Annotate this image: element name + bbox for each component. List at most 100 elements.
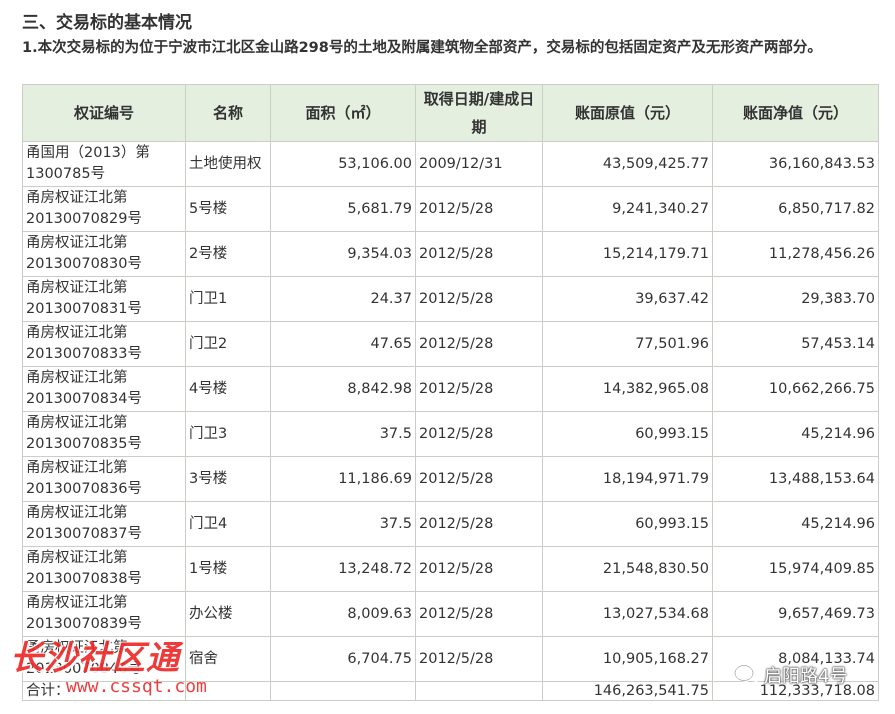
table-total-row: 合计： 146,263,541.75 112,333,718.08: [22, 681, 879, 701]
cell-net-value: 45,214.96: [712, 501, 879, 547]
cell-original-value: 13,027,534.68: [542, 591, 713, 637]
cell-area: 13,248.72: [270, 546, 416, 592]
cell-original-value: 39,637.42: [542, 276, 713, 322]
cell-name: 办公楼: [185, 591, 271, 637]
header-original-value: 账面原值（元）: [542, 84, 713, 142]
header-cert-number: 权证编号: [22, 84, 186, 142]
cell-date: 2012/5/28: [415, 366, 543, 412]
total-empty-cell: [270, 681, 416, 701]
cell-net-value: 13,488,153.64: [712, 456, 879, 502]
cell-area: 5,681.79: [270, 186, 416, 232]
cell-cert-number: 甬房权证江北第20130070833号: [22, 321, 186, 367]
cell-original-value: 9,241,340.27: [542, 186, 713, 232]
cell-net-value: 29,383.70: [712, 276, 879, 322]
cell-cert-number: 甬房权证江北第20130070838号: [22, 546, 186, 592]
cell-original-value: 15,214,179.71: [542, 231, 713, 277]
cell-date: 2012/5/28: [415, 411, 543, 457]
table-row: 甬房权证江北第20130070836号 3号楼 11,186.69 2012/5/28…: [22, 456, 879, 502]
table-row: 甬房权证江北第20130070833号 门卫2 47.65 2012/5/28 77,5…: [22, 321, 879, 367]
cell-net-value: 57,453.14: [712, 321, 879, 367]
table-row: 甬房权证江北第20130070837号 门卫4 37.5 2012/5/28 60,99…: [22, 501, 879, 547]
cell-cert-number: 甬房权证江北第20130070831号: [22, 276, 186, 322]
cell-area: 24.37: [270, 276, 416, 322]
cell-original-value: 18,194,971.79: [542, 456, 713, 502]
cell-cert-number: 甬房权证江北第20130070839号: [22, 591, 186, 637]
header-name: 名称: [185, 84, 271, 142]
cell-name: 门卫1: [185, 276, 271, 322]
cell-area: 9,354.03: [270, 231, 416, 277]
cell-date: 2012/5/28: [415, 231, 543, 277]
cell-original-value: 21,548,830.50: [542, 546, 713, 592]
cell-net-value: 6,850,717.82: [712, 186, 879, 232]
cell-net-value: 15,974,409.85: [712, 546, 879, 592]
cell-area: 11,186.69: [270, 456, 416, 502]
table-row: 甬国用（2013）第1300785号 土地使用权 53,106.00 2009/12/…: [22, 141, 879, 187]
cell-area: 53,106.00: [270, 141, 416, 187]
cell-name: 4号楼: [185, 366, 271, 412]
cell-name: 门卫4: [185, 501, 271, 547]
header-net-value: 账面净值（元）: [712, 84, 879, 142]
cell-name: 门卫3: [185, 411, 271, 457]
cell-area: 47.65: [270, 321, 416, 367]
table-row: 甬房权证江北第20130070831号 门卫1 24.37 2012/5/28 39,6…: [22, 276, 879, 322]
table-row: 甬房权证江北第20130070838号 1号楼 13,248.72 2012/5/28…: [22, 546, 879, 592]
cell-date: 2012/5/28: [415, 501, 543, 547]
cell-date: 2012/5/28: [415, 321, 543, 367]
cell-cert-number: 甬房权证江北第20130070837号: [22, 501, 186, 547]
table-row: 甬房权证江北第20130070835号 门卫3 37.5 2012/5/28 60,99…: [22, 411, 879, 457]
cell-cert-number: 甬房权证江北第20130070829号: [22, 186, 186, 232]
table-row: 甬房权证江北第20130070834号 4号楼 8,842.98 2012/5/28 1…: [22, 366, 879, 412]
total-empty-cell: [185, 681, 271, 701]
cell-area: 8,009.63: [270, 591, 416, 637]
cell-net-value: 10,662,266.75: [712, 366, 879, 412]
header-area: 面积（㎡）: [270, 84, 416, 142]
cell-area: 37.5: [270, 411, 416, 457]
cell-name: 2号楼: [185, 231, 271, 277]
cell-area: 37.5: [270, 501, 416, 547]
section-title: 三、交易标的基本情况: [22, 13, 192, 33]
cell-net-value: 9,657,469.73: [712, 591, 879, 637]
table-header-row: 权证编号 名称 面积（㎡） 取得日期/建成日期 账面原值（元） 账面净值（元）: [22, 84, 879, 142]
header-date: 取得日期/建成日期: [415, 84, 543, 142]
table-row: 甬房权证江北第20130070840号 宿舍 6,704.75 2012/5/28 10…: [22, 636, 879, 682]
total-label: 合计：: [22, 681, 186, 701]
total-empty-cell: [415, 681, 543, 701]
cell-name: 3号楼: [185, 456, 271, 502]
cell-original-value: 10,905,168.27: [542, 636, 713, 682]
cell-original-value: 60,993.15: [542, 411, 713, 457]
intro-paragraph: 1.本次交易标的为位于宁波市江北区金山路298号的土地及附属建筑物全部资产，交易…: [22, 40, 822, 56]
assets-table: 权证编号 名称 面积（㎡） 取得日期/建成日期 账面原值（元） 账面净值（元） …: [22, 84, 879, 701]
cell-original-value: 77,501.96: [542, 321, 713, 367]
cell-cert-number: 甬房权证江北第20130070830号: [22, 231, 186, 277]
cell-date: 2012/5/28: [415, 276, 543, 322]
cell-net-value: 45,214.96: [712, 411, 879, 457]
cell-cert-number: 甬房权证江北第20130070840号: [22, 636, 186, 682]
cell-net-value: 11,278,456.26: [712, 231, 879, 277]
cell-original-value: 43,509,425.77: [542, 141, 713, 187]
cell-net-value: 8,084,133.74: [712, 636, 879, 682]
cell-area: 6,704.75: [270, 636, 416, 682]
cell-name: 宿舍: [185, 636, 271, 682]
cell-name: 5号楼: [185, 186, 271, 232]
cell-original-value: 60,993.15: [542, 501, 713, 547]
cell-name: 1号楼: [185, 546, 271, 592]
cell-date: 2012/5/28: [415, 636, 543, 682]
total-net-value: 112,333,718.08: [712, 681, 879, 701]
cell-date: 2012/5/28: [415, 546, 543, 592]
cell-cert-number: 甬房权证江北第20130070834号: [22, 366, 186, 412]
total-original-value: 146,263,541.75: [542, 681, 713, 701]
table-row: 甬房权证江北第20130070839号 办公楼 8,009.63 2012/5/28 1…: [22, 591, 879, 637]
cell-area: 8,842.98: [270, 366, 416, 412]
cell-cert-number: 甬国用（2013）第1300785号: [22, 141, 186, 187]
cell-name: 土地使用权: [185, 141, 271, 187]
cell-date: 2012/5/28: [415, 591, 543, 637]
cell-date: 2012/5/28: [415, 186, 543, 232]
cell-date: 2009/12/31: [415, 141, 543, 187]
cell-date: 2012/5/28: [415, 456, 543, 502]
cell-net-value: 36,160,843.53: [712, 141, 879, 187]
table-row: 甬房权证江北第20130070829号 5号楼 5,681.79 2012/5/28 9…: [22, 186, 879, 232]
table-row: 甬房权证江北第20130070830号 2号楼 9,354.03 2012/5/28 1…: [22, 231, 879, 277]
cell-cert-number: 甬房权证江北第20130070835号: [22, 411, 186, 457]
cell-original-value: 14,382,965.08: [542, 366, 713, 412]
cell-cert-number: 甬房权证江北第20130070836号: [22, 456, 186, 502]
